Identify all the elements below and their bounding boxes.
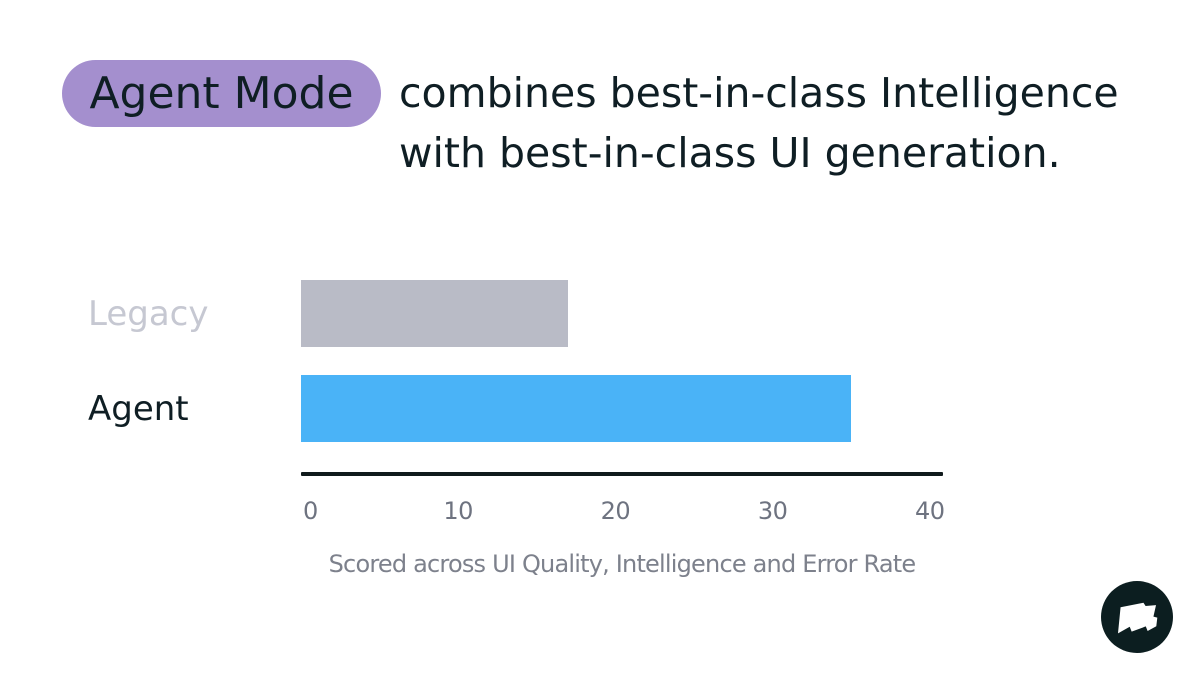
agent-mode-badge-label: Agent Mode [89, 68, 354, 119]
headline-line-2: with best-in-class UI generation. [399, 129, 1061, 177]
bar-agent [301, 375, 852, 442]
x-tick-10: 10 [443, 496, 473, 525]
bar-label-agent: Agent [88, 388, 189, 429]
brand-logo [1101, 581, 1173, 653]
flag-logo-icon [1101, 581, 1173, 653]
bar-label-legacy: Legacy [88, 293, 209, 334]
x-tick-0: 0 [303, 496, 318, 525]
x-tick-30: 30 [757, 496, 788, 525]
agent-mode-badge: Agent Mode [62, 60, 381, 127]
bar-legacy [301, 280, 569, 347]
x-tick-20: 20 [600, 496, 631, 525]
chart-caption: Scored across UI Quality, Intelligence a… [328, 550, 917, 578]
headline-text: combines best-in-class Intelligence with… [399, 63, 1119, 183]
x-tick-40: 40 [915, 496, 945, 525]
headline-line-1: combines best-in-class Intelligence [399, 69, 1119, 117]
x-axis-line [301, 472, 943, 476]
